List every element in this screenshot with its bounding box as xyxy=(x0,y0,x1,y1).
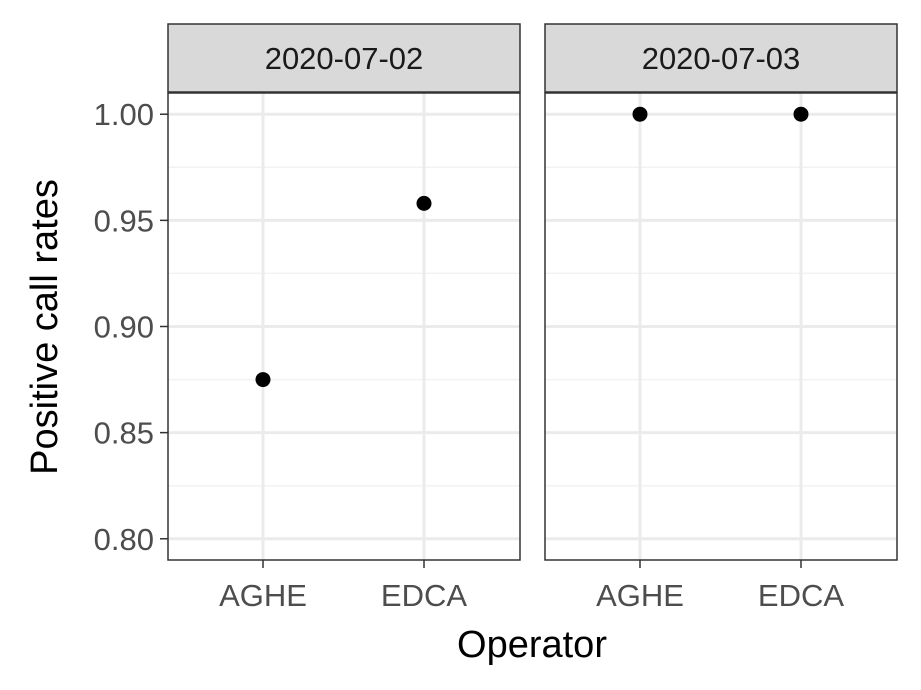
facet-strip xyxy=(544,23,898,93)
x-axis-title: Operator xyxy=(457,624,607,666)
y-axis: 0.80 0.85 0.90 0.95 1.00 xyxy=(94,97,168,557)
facet-strip-label: 2020-07-02 xyxy=(265,41,424,76)
x-tick-label: EDCA xyxy=(758,578,844,613)
facet-panel: 2020-07-02 AGHE EDCA xyxy=(167,23,521,613)
data-point xyxy=(255,372,271,388)
facet-panel: 2020-07-03 AGHE EDCA xyxy=(544,23,898,613)
panel-border xyxy=(544,92,898,561)
x-tick-label: AGHE xyxy=(219,578,307,613)
facet-strip xyxy=(167,23,521,93)
y-tick-label: 0.80 xyxy=(94,522,154,557)
y-tick-label: 0.85 xyxy=(94,416,154,451)
data-point xyxy=(793,106,809,122)
x-tick-label: EDCA xyxy=(381,578,467,613)
data-point xyxy=(416,195,432,211)
data-point xyxy=(632,106,648,122)
y-tick-label: 0.90 xyxy=(94,310,154,345)
facet-strip-label: 2020-07-03 xyxy=(642,41,801,76)
facet-panels: 2020-07-02 AGHE EDCA 2020-07-03 AGHE EDCA xyxy=(167,23,898,613)
x-tick-label: AGHE xyxy=(596,578,684,613)
y-tick-label: 0.95 xyxy=(94,203,154,238)
y-tick-label: 1.00 xyxy=(94,97,154,132)
panel-border xyxy=(167,92,521,561)
y-axis-title: Positive call rates xyxy=(24,179,66,475)
